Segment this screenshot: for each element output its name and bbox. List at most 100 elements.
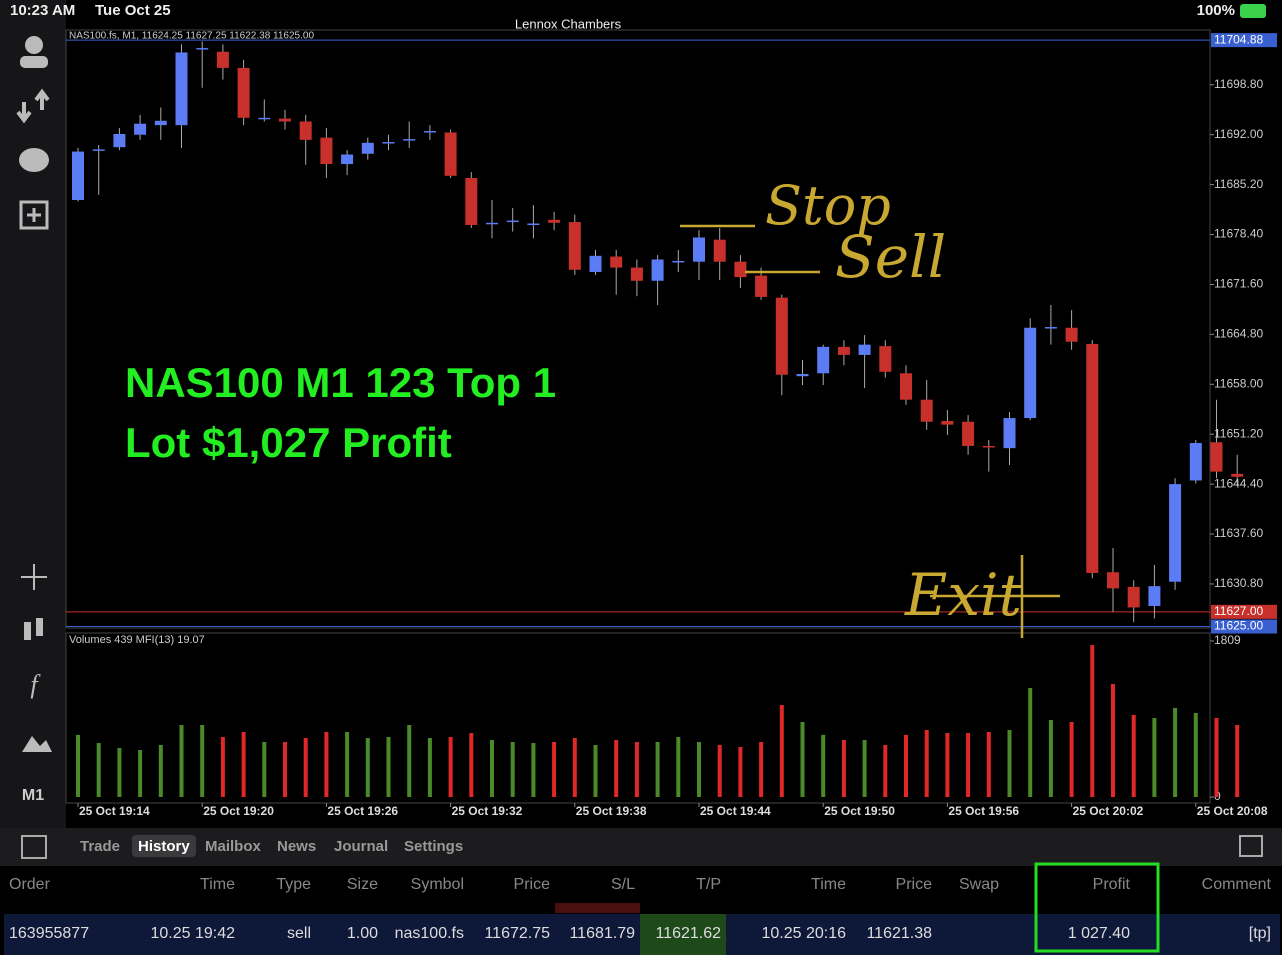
profile-icon[interactable] [25,36,43,54]
candle-body [900,373,912,400]
volume-bar [1028,687,1033,797]
volume-bar [634,741,639,797]
volume-bar [386,736,391,797]
volume-bar [697,741,701,797]
tab[interactable]: History [138,838,190,855]
candle-body [1065,327,1078,342]
cell: 1 027.40 [1068,925,1130,942]
chat-icon[interactable] [19,148,49,172]
candle-body [672,260,685,263]
calendar-icon[interactable] [21,835,47,859]
tp-cell [640,914,726,955]
candle-body [134,123,147,135]
x-tick-label: 25 Oct 19:50 [824,804,895,818]
handwriting-strokes [680,224,1060,638]
volume-bar [510,741,515,797]
plus [27,208,41,222]
price-label-bg [1211,604,1277,619]
candle-body [920,399,933,422]
candle-body [1210,442,1223,472]
volume-bar [1069,721,1074,797]
volume-bar [345,731,350,797]
x-tick-label: 25 Oct 19:26 [327,804,398,818]
cell: 11621.62 [655,925,721,942]
tab[interactable]: Journal [334,838,388,855]
indicator-icon[interactable] [24,622,31,640]
new-chart-icon[interactable] [19,200,49,230]
x-tick-label: 25 Oct 19:20 [203,804,274,818]
volume-bar [531,743,536,797]
price-label-bg [1211,33,1277,48]
candle-body [403,139,416,141]
layout-icon[interactable] [1239,835,1263,857]
chart-header: NAS100.fs, M1, 11624.25 11627.25 11622.3… [69,31,314,42]
candle-body [154,120,167,126]
volume-bar [1007,729,1012,797]
volume-bar [924,729,929,797]
tab-active-bg [132,835,196,857]
volume-bar [138,750,143,797]
candle-body [279,118,291,122]
volume-bar [158,745,163,797]
candle-body [72,151,84,201]
cell: sell [287,925,311,942]
column-header: Type [276,876,311,893]
volume-bar [1090,645,1095,797]
price-label: 11704.88 [1214,32,1263,46]
candle-body [610,256,623,268]
battery: 100% [1197,2,1235,19]
candle-body [1107,572,1119,589]
volume-bar [427,738,432,797]
overlay-line: NAS100 M1 123 Top 1 [125,359,556,406]
crosshair-icon[interactable] [21,564,47,590]
candle-body [1086,343,1099,573]
candle-body [1148,586,1161,606]
candle-body [506,220,519,223]
volume-bar [655,741,660,797]
y-tick-label: 11678.40 [1214,227,1263,241]
volume-bar [365,738,370,797]
volume-bar [96,743,101,797]
trade-icon[interactable] [16,88,50,124]
column-header: Profit [1093,876,1131,893]
volume-bar [800,721,805,797]
cell: 11681.79 [569,925,635,942]
y-tick-label: 11658.00 [1214,376,1263,390]
volume-bar [552,741,557,797]
candle-body [92,149,105,151]
x-tick-label: 25 Oct 20:02 [1073,804,1144,818]
candle-body [216,51,229,68]
volume-bar [490,739,494,797]
candle-body [196,48,209,50]
cell: nas100.fs [395,925,464,942]
x-tick-label: 25 Oct 19:14 [79,804,150,818]
candle-body [1189,443,1202,481]
candle-body [1127,586,1140,608]
candle-body [237,67,250,118]
y-tick-label: 11644.40 [1214,476,1263,490]
volume-bar [1173,708,1178,797]
objects-icon[interactable] [22,736,52,752]
column-header: Price [896,876,933,893]
tab[interactable]: Settings [404,838,463,855]
candle-body [630,267,643,281]
function-icon[interactable]: f [30,670,41,699]
candle-body [589,255,602,272]
timeframe[interactable]: M1 [22,787,44,804]
y-tick-label: 11671.60 [1214,277,1263,291]
volume-header: Volumes 439 MFI(13) 19.07 [69,634,205,646]
profit-highlight [1034,862,1160,953]
sl-bar [555,903,640,913]
volume-bar [779,704,784,797]
candle-body [755,275,768,297]
candle-body [258,117,271,120]
candle-body [1003,418,1016,449]
volume-bar [738,746,743,797]
candle-body [817,346,830,374]
column-header: Swap [959,876,999,893]
tab[interactable]: Mailbox [205,838,261,855]
tab[interactable]: Trade [80,838,120,855]
candle-body [465,178,478,225]
volume-bar [1131,714,1136,797]
tab[interactable]: News [277,838,316,855]
